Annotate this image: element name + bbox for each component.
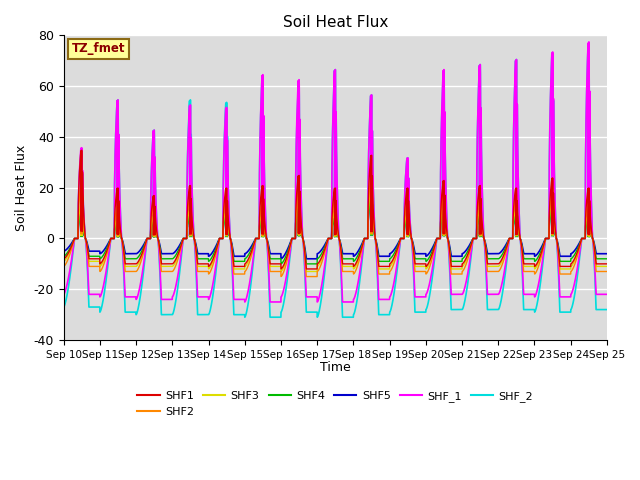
SHF_1 — [157, 294, 165, 300]
SHF5 — [458, 253, 465, 259]
SHF2 — [60, 264, 67, 269]
SHF_2 — [603, 307, 611, 312]
SHF_2 — [427, 284, 435, 290]
SHF_1 — [603, 291, 611, 297]
SHF1 — [603, 261, 611, 267]
SHF2 — [157, 267, 165, 273]
SHF_1 — [603, 291, 611, 297]
SHF_1 — [315, 295, 323, 300]
SHF_2 — [585, 42, 593, 48]
Title: Soil Heat Flux: Soil Heat Flux — [283, 15, 388, 30]
SHF1 — [78, 147, 86, 153]
SHF1 — [428, 254, 435, 260]
SHF4 — [488, 256, 496, 262]
SHF5 — [60, 248, 67, 254]
SHF3 — [157, 262, 165, 268]
SHF3 — [277, 269, 285, 275]
Text: TZ_fmet: TZ_fmet — [72, 42, 125, 55]
SHF_1 — [457, 291, 465, 297]
SHF5 — [603, 251, 611, 257]
SHF_1 — [60, 291, 67, 297]
SHF_1 — [427, 274, 435, 279]
SHF2 — [603, 269, 611, 275]
SHF3 — [458, 266, 465, 272]
SHF4 — [428, 251, 435, 257]
SHF2 — [488, 269, 496, 275]
SHF_1 — [241, 299, 248, 305]
SHF4 — [315, 254, 323, 260]
SHF5 — [488, 251, 496, 257]
SHF3 — [428, 256, 435, 262]
SHF_2 — [457, 307, 465, 312]
SHF2 — [367, 173, 375, 179]
SHF1 — [488, 261, 496, 267]
SHF4 — [277, 261, 285, 267]
SHF2 — [603, 269, 611, 275]
SHF3 — [60, 258, 67, 264]
SHF3 — [315, 262, 323, 267]
SHF3 — [367, 183, 375, 189]
SHF5 — [428, 248, 435, 253]
Y-axis label: Soil Heat Flux: Soil Heat Flux — [15, 144, 28, 231]
SHF1 — [277, 266, 285, 272]
SHF5 — [603, 251, 611, 257]
SHF5 — [277, 256, 285, 262]
SHF1 — [603, 261, 611, 267]
SHF5 — [157, 250, 165, 256]
SHF1 — [60, 256, 67, 262]
SHF4 — [367, 195, 375, 201]
Line: SHF2: SHF2 — [63, 176, 607, 276]
Line: SHF1: SHF1 — [63, 150, 607, 269]
SHF4 — [603, 256, 611, 262]
Line: SHF5: SHF5 — [63, 193, 607, 259]
X-axis label: Time: Time — [320, 361, 351, 374]
SHF2 — [458, 271, 465, 277]
SHF_2 — [488, 307, 496, 312]
SHF2 — [277, 274, 285, 279]
SHF_2 — [241, 314, 248, 320]
SHF_1 — [585, 39, 593, 45]
SHF_2 — [315, 309, 323, 315]
SHF4 — [157, 255, 165, 261]
SHF4 — [60, 253, 67, 259]
SHF5 — [315, 250, 323, 255]
SHF1 — [157, 261, 165, 267]
SHF_2 — [157, 308, 165, 314]
Line: SHF_1: SHF_1 — [63, 42, 607, 302]
SHF3 — [488, 264, 496, 269]
SHF2 — [315, 266, 323, 272]
SHF5 — [367, 190, 375, 196]
SHF3 — [603, 264, 611, 269]
SHF3 — [603, 264, 611, 269]
SHF4 — [458, 258, 465, 264]
Line: SHF4: SHF4 — [63, 198, 607, 264]
SHF1 — [458, 264, 465, 269]
Line: SHF_2: SHF_2 — [63, 45, 607, 317]
Line: SHF3: SHF3 — [63, 186, 607, 272]
SHF4 — [603, 256, 611, 262]
SHF2 — [428, 260, 435, 265]
SHF_2 — [603, 307, 611, 312]
SHF1 — [316, 259, 323, 265]
SHF_2 — [60, 304, 67, 310]
Legend: SHF1, SHF2, SHF3, SHF4, SHF5, SHF_1, SHF_2: SHF1, SHF2, SHF3, SHF4, SHF5, SHF_1, SHF… — [138, 391, 533, 417]
SHF_1 — [488, 291, 496, 297]
